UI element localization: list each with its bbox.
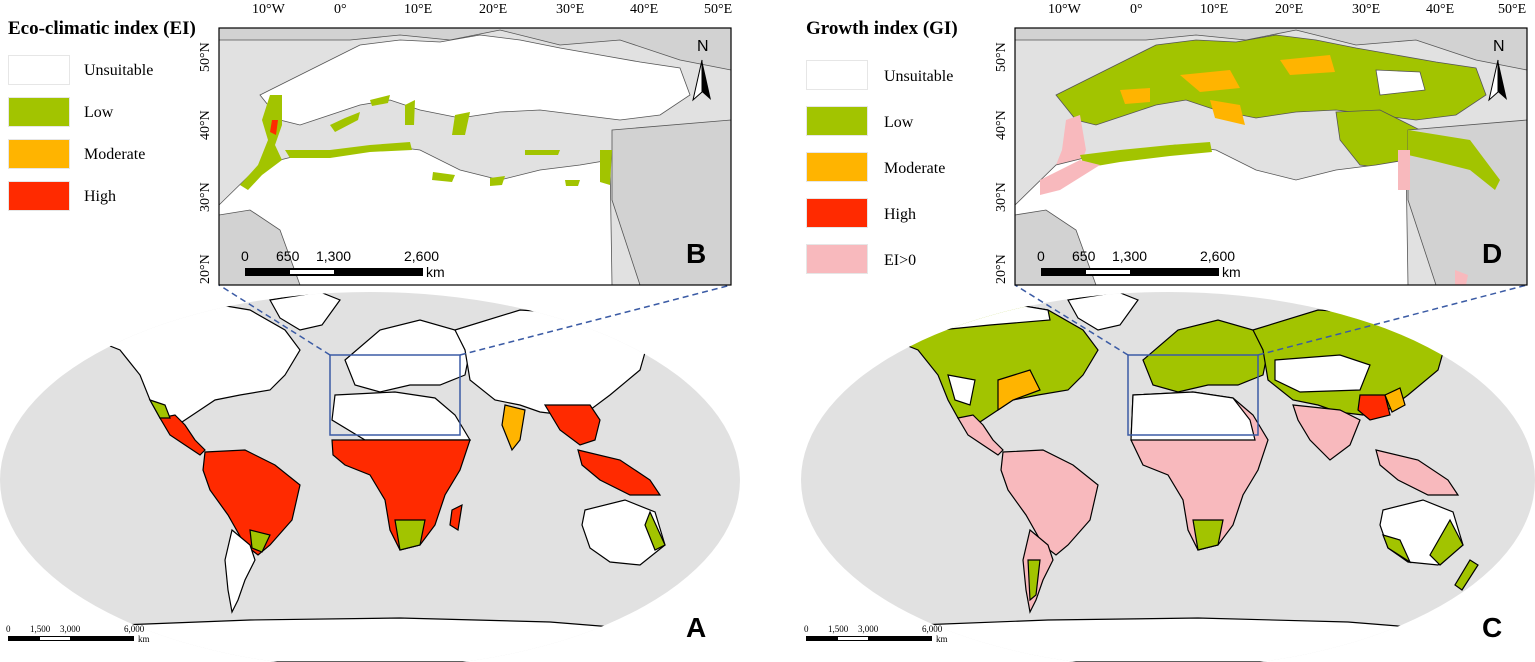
scale-tick-b: 2,600 — [404, 248, 440, 264]
scale-unit-a: km — [138, 634, 150, 644]
lat-tick-b: 50°N — [198, 42, 213, 72]
lat-tick-b: 20°N — [198, 254, 213, 284]
scale-tick-a: 0 — [6, 624, 11, 634]
scale-tick-d: 2,600 — [1200, 248, 1236, 264]
lon-tick-b: 10°E — [404, 2, 433, 17]
legend-swatch-low — [8, 97, 70, 127]
north-label-b: N — [697, 38, 709, 55]
scale-tick-d: 1,300 — [1112, 248, 1148, 264]
europe-a — [344, 319, 471, 393]
scale-unit-d: km — [1222, 264, 1241, 280]
lat-tick-b: 30°N — [198, 182, 213, 212]
legend-label-unsuitable-gi: Unsuitable — [884, 68, 954, 85]
lat-tick-b: 40°N — [198, 110, 213, 140]
legend-swatch-unsuitable — [8, 55, 70, 85]
legend-label-low: Low — [84, 104, 114, 121]
legend-swatch-high-gi — [806, 198, 868, 228]
europe-c — [1142, 319, 1269, 393]
lon-tick-d: 10°E — [1200, 2, 1229, 17]
legend-swatch-low-gi — [806, 106, 868, 136]
lat-tick-d: 50°N — [994, 42, 1009, 72]
panel-label-b: B — [686, 238, 707, 269]
lon-tick-d: 10°W — [1048, 2, 1081, 17]
scale-tick-d: 0 — [1037, 248, 1045, 264]
scale-tick-a: 3,000 — [60, 624, 81, 634]
scale-tick-b: 0 — [241, 248, 249, 264]
greenland-a — [269, 292, 341, 331]
legend-label-unsuitable: Unsuitable — [84, 62, 154, 79]
south-america-a — [202, 449, 301, 556]
legend-label-moderate-gi: Moderate — [884, 160, 946, 177]
inset-map-b — [218, 27, 732, 286]
panel-label-c: C — [1482, 612, 1503, 643]
scale-tick-b: 650 — [276, 248, 300, 264]
lat-tick-d: 30°N — [994, 182, 1009, 212]
lon-tick-d: 40°E — [1426, 2, 1455, 17]
lon-tick-d: 30°E — [1352, 2, 1381, 17]
lon-tick-b: 10°W — [252, 2, 285, 17]
panel-label-d: D — [1482, 238, 1503, 269]
lon-tick-b: 30°E — [556, 2, 585, 17]
scale-tick-c: 3,000 — [858, 624, 879, 634]
legend-label-high-gi: High — [884, 206, 916, 223]
central-america-a — [159, 414, 206, 456]
scale-tick-c: 0 — [804, 624, 809, 634]
legend-label-ei-positive: EI>0 — [884, 252, 917, 269]
legend-label-low-gi: Low — [884, 114, 914, 131]
scale-tick-c: 6,000 — [922, 624, 943, 634]
legend-swatch-moderate — [8, 139, 70, 169]
legend-swatch-moderate-gi — [806, 152, 868, 182]
lat-tick-d: 20°N — [994, 254, 1009, 284]
lon-tick-d: 0° — [1130, 2, 1143, 17]
panel-label-a: A — [686, 612, 707, 643]
lon-tick-b: 20°E — [479, 2, 508, 17]
world-map-a — [0, 284, 740, 662]
scale-tick-a: 1,500 — [30, 624, 51, 634]
scale-tick-b: 1,300 — [316, 248, 352, 264]
legend-title-gi: Growth index (GI) — [806, 18, 958, 39]
scale-unit-b: km — [426, 264, 445, 280]
world-map-c — [801, 284, 1535, 662]
scale-unit-c: km — [936, 634, 948, 644]
legend-label-high: High — [84, 188, 116, 205]
scale-tick-d: 650 — [1072, 248, 1096, 264]
scale-tick-c: 1,500 — [828, 624, 849, 634]
inset-map-d — [1014, 27, 1528, 286]
africa-a — [331, 391, 472, 441]
lon-tick-b: 0° — [334, 2, 347, 17]
north-label-d: N — [1493, 38, 1505, 55]
lon-tick-d: 50°E — [1498, 2, 1527, 17]
scale-tick-a: 6,000 — [124, 624, 145, 634]
legend-swatch-high — [8, 181, 70, 211]
lon-tick-b: 40°E — [630, 2, 659, 17]
australia-a — [581, 499, 666, 566]
legend-title-ei: Eco-climatic index (EI) — [8, 18, 196, 39]
legend-swatch-unsuitable-gi — [806, 60, 868, 90]
lat-tick-d: 40°N — [994, 110, 1009, 140]
legend-swatch-ei-positive — [806, 244, 868, 274]
lon-tick-b: 50°E — [704, 2, 733, 17]
legend-label-moderate: Moderate — [84, 146, 146, 163]
lon-tick-d: 20°E — [1275, 2, 1304, 17]
